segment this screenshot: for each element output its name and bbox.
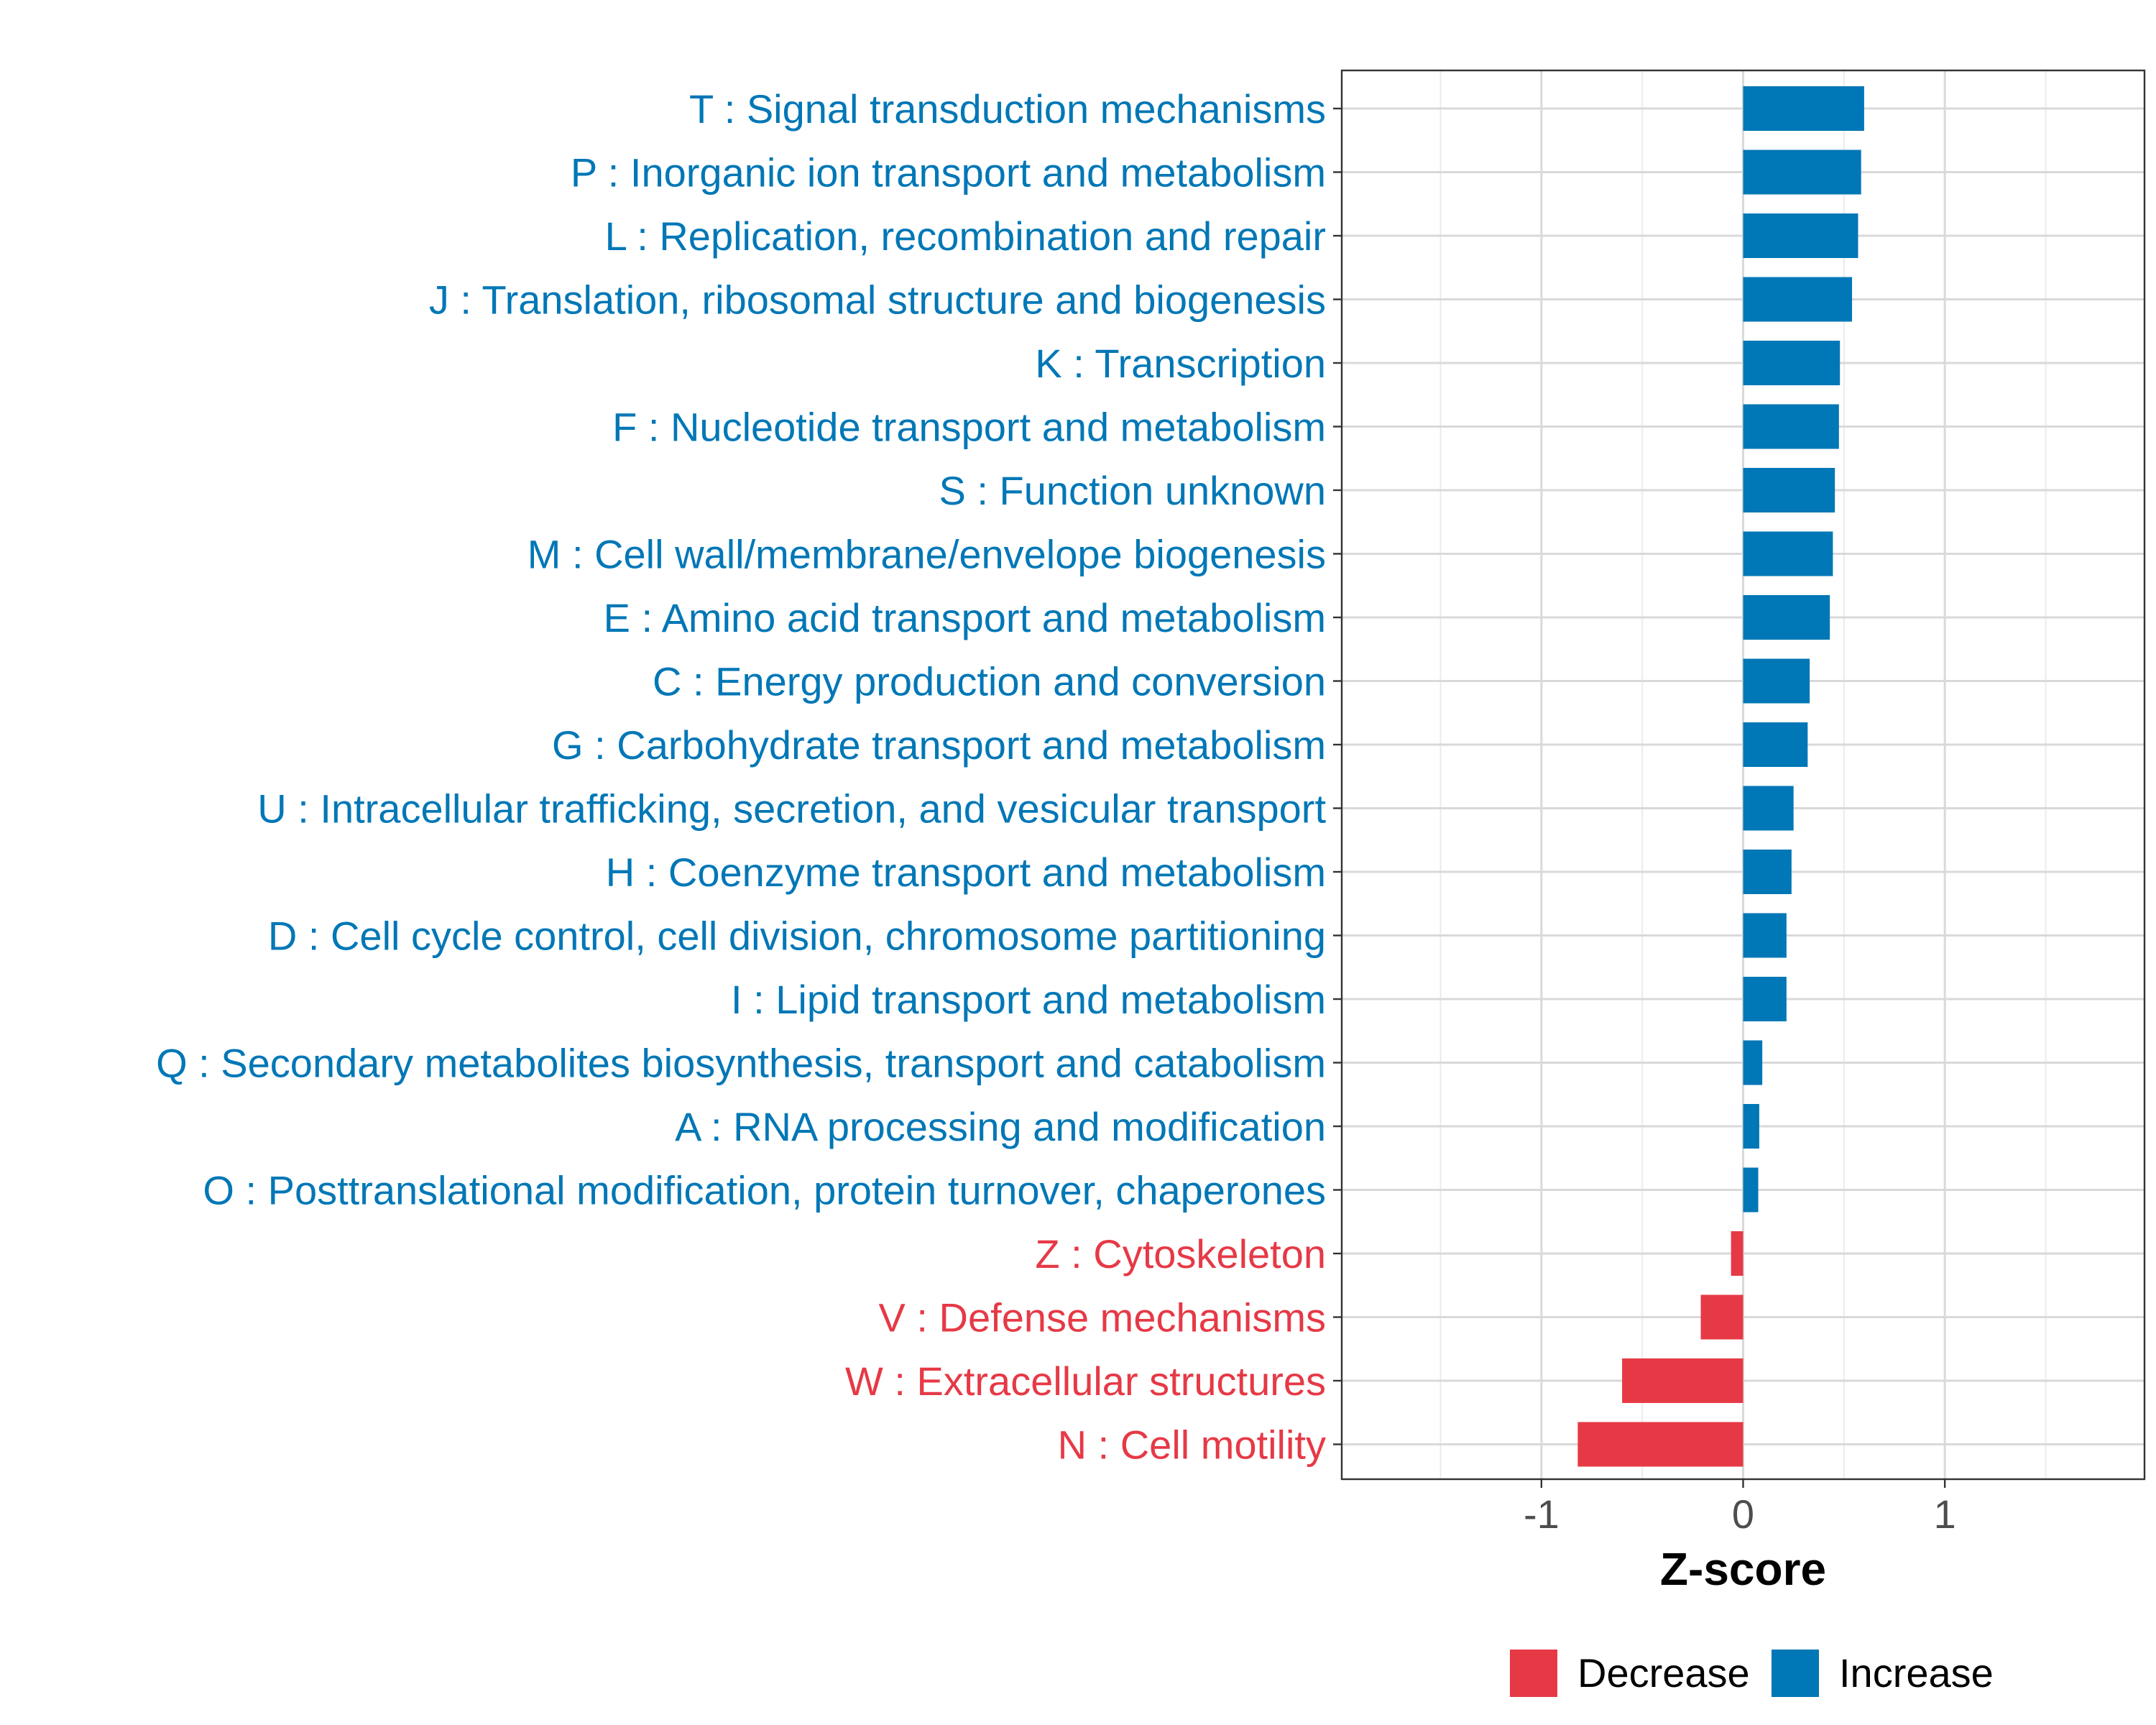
x-tick-label: 1 <box>1934 1491 1956 1537</box>
bar <box>1743 86 1864 131</box>
x-axis-ticks: -1 0 1 <box>1524 1479 1956 1537</box>
y-tick-label: W : Extracellular structures <box>845 1358 1326 1404</box>
y-axis-labels: T : Signal transduction mechanisms P : In… <box>156 86 1326 1468</box>
bar <box>1743 341 1841 385</box>
x-tick-label: -1 <box>1524 1491 1560 1537</box>
bar <box>1743 850 1792 894</box>
bar <box>1731 1231 1743 1276</box>
bar <box>1743 213 1858 258</box>
legend-label: Increase <box>1839 1650 1994 1696</box>
y-tick-label: A : RNA processing and modification <box>675 1104 1326 1149</box>
y-axis-ticks <box>1333 107 1342 1445</box>
y-tick-label: Q : Secondary metabolites biosynthesis, … <box>156 1041 1326 1086</box>
y-tick-label: P : Inorganic ion transport and metaboli… <box>571 150 1326 196</box>
bar <box>1743 786 1794 831</box>
y-tick-label: Z : Cytoskeleton <box>1035 1231 1326 1276</box>
legend-key <box>1772 1650 1819 1697</box>
bar <box>1743 150 1861 195</box>
y-tick-label: G : Carbohydrate transport and metabolis… <box>552 722 1326 768</box>
y-tick-label: I : Lipid transport and metabolism <box>731 977 1326 1022</box>
bar <box>1743 404 1839 449</box>
y-tick-label: E : Amino acid transport and metabolism <box>604 595 1326 640</box>
y-tick-label: V : Defense mechanisms <box>879 1295 1326 1340</box>
bar <box>1743 977 1787 1021</box>
bar <box>1743 468 1835 512</box>
y-tick-label: K : Transcription <box>1035 341 1326 386</box>
bar <box>1743 722 1808 767</box>
y-tick-label: F : Nucleotide transport and metabolism <box>612 405 1326 450</box>
y-tick-label: U : Intracellular trafficking, secretion… <box>257 786 1326 832</box>
y-tick-label: T : Signal transduction mechanisms <box>689 86 1326 132</box>
bar <box>1743 531 1833 576</box>
y-tick-label: J : Translation, ribosomal structure and… <box>429 277 1326 323</box>
legend-label: Decrease <box>1577 1650 1750 1696</box>
y-tick-label: C : Energy production and conversion <box>653 659 1326 704</box>
bar <box>1743 1167 1759 1213</box>
legend-key <box>1510 1650 1557 1697</box>
y-tick-label: S : Function unknown <box>939 468 1326 513</box>
bar <box>1743 277 1853 322</box>
y-tick-label: M : Cell wall/membrane/envelope biogenes… <box>528 532 1326 577</box>
bar <box>1622 1358 1743 1403</box>
x-axis-title: Z-score <box>1660 1543 1826 1595</box>
bar <box>1743 1104 1759 1149</box>
x-tick-label: 0 <box>1732 1491 1754 1537</box>
bars <box>1577 86 1864 1467</box>
y-tick-label: H : Coenzyme transport and metabolism <box>606 850 1326 895</box>
bar <box>1743 1040 1763 1085</box>
y-tick-label: D : Cell cycle control, cell division, c… <box>268 914 1326 959</box>
bar <box>1577 1422 1743 1467</box>
legend: Decrease Increase <box>1510 1650 1994 1697</box>
y-tick-label: N : Cell motility <box>1058 1422 1326 1468</box>
bar <box>1743 913 1787 958</box>
bar <box>1743 658 1810 704</box>
y-tick-label: L : Replication, recombination and repai… <box>605 213 1326 259</box>
bar <box>1743 595 1830 640</box>
y-tick-label: O : Posttranslational modification, prot… <box>203 1168 1326 1213</box>
bar <box>1700 1294 1743 1340</box>
